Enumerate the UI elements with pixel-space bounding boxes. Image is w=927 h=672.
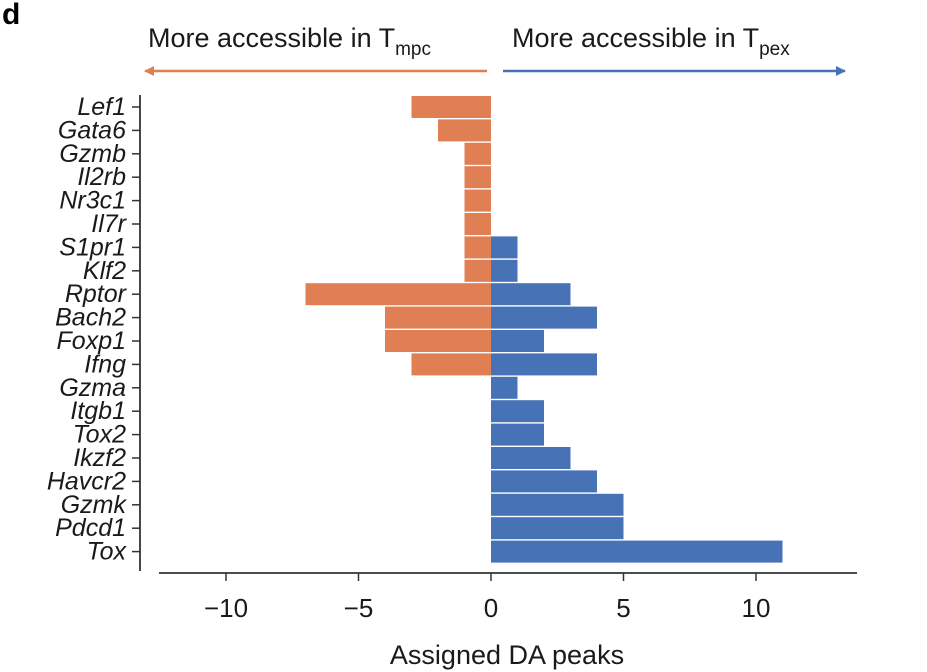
bar-bach2-negative xyxy=(385,306,491,329)
y-tick-label-ifng: Ifng xyxy=(84,350,126,378)
x-tick-label: 5 xyxy=(616,593,630,623)
bars-group xyxy=(305,96,783,563)
x-tick-label: 0 xyxy=(484,593,498,623)
y-tick-label-tox2: Tox2 xyxy=(73,421,126,449)
bar-klf2-positive xyxy=(491,259,518,282)
bar-gzmk-positive xyxy=(491,493,624,516)
bar-tox-positive xyxy=(491,540,783,563)
y-tick-label-gata6: Gata6 xyxy=(58,116,126,144)
bar-foxp1-positive xyxy=(491,330,544,352)
header-right-label: More accessible in Tpex xyxy=(512,23,790,60)
bar-s1pr1-negative xyxy=(464,236,491,259)
y-axis: Lef1Gata6GzmbIl2rbNr3c1Il7rS1pr1Klf2Rpto… xyxy=(47,93,141,571)
x-axis-title: Assigned DA peaks xyxy=(390,640,624,670)
bar-nr3c1-negative xyxy=(464,189,491,212)
bar-rptor-negative xyxy=(305,283,491,306)
y-tick-label-gzmb: Gzmb xyxy=(59,140,126,168)
y-tick-label-ikzf2: Ikzf2 xyxy=(73,444,126,472)
bar-il7r-negative xyxy=(464,213,491,235)
bar-rptor-positive xyxy=(491,283,571,306)
header-left-subscript: mpc xyxy=(395,39,431,60)
bar-foxp1-negative xyxy=(385,330,491,352)
y-tick-label-il2rb: Il2rb xyxy=(77,163,126,191)
x-tick-label: −10 xyxy=(204,593,248,623)
y-tick-label-klf2: Klf2 xyxy=(83,257,126,285)
header-left-text: More accessible in T xyxy=(148,23,395,53)
bar-gzma-positive xyxy=(491,376,518,399)
panel-letter: d xyxy=(2,0,20,31)
bar-havcr2-positive xyxy=(491,470,597,493)
y-tick-label-nr3c1: Nr3c1 xyxy=(59,187,126,215)
bar-pdcd1-positive xyxy=(491,517,624,540)
x-axis: −10 −5 0 5 10 xyxy=(159,572,857,623)
y-tick-label-gzma: Gzma xyxy=(59,374,126,402)
bar-s1pr1-positive xyxy=(491,236,518,259)
y-tick-label-itgb1: Itgb1 xyxy=(70,397,126,425)
x-tick-label: 10 xyxy=(742,593,771,623)
bar-il2rb-negative xyxy=(464,166,491,189)
bar-bach2-positive xyxy=(491,306,597,329)
y-tick-label-tox: Tox xyxy=(87,538,128,566)
header-right-subscript: pex xyxy=(759,39,790,60)
y-tick-label-bach2: Bach2 xyxy=(55,304,126,332)
header-left-label: More accessible in Tmpc xyxy=(148,23,431,60)
y-tick-label-il7r: Il7r xyxy=(91,210,127,238)
bar-klf2-negative xyxy=(464,259,491,282)
y-tick-label-pdcd1: Pdcd1 xyxy=(55,514,126,542)
x-tick-label: −5 xyxy=(344,593,374,623)
y-tick-label-gzmk: Gzmk xyxy=(61,491,128,519)
y-tick-label-rptor: Rptor xyxy=(65,280,128,308)
bar-tox2-positive xyxy=(491,423,544,446)
header-right-text: More accessible in T xyxy=(512,23,759,53)
bar-lef1-negative xyxy=(411,96,491,118)
y-tick-label-lef1: Lef1 xyxy=(77,93,126,121)
bar-ifng-positive xyxy=(491,353,597,376)
bar-ifng-negative xyxy=(411,353,491,376)
bar-gata6-negative xyxy=(438,119,491,142)
bar-ikzf2-positive xyxy=(491,447,571,469)
bar-gzmb-negative xyxy=(464,142,491,165)
y-tick-label-foxp1: Foxp1 xyxy=(57,327,126,355)
bar-itgb1-positive xyxy=(491,400,544,423)
y-tick-label-havcr2: Havcr2 xyxy=(47,467,126,495)
y-tick-label-s1pr1: S1pr1 xyxy=(59,233,126,261)
